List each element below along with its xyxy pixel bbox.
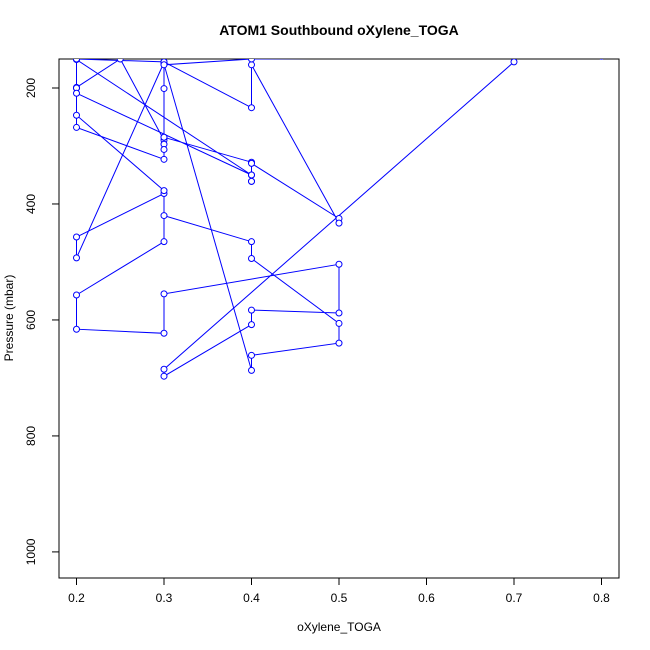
data-point <box>73 233 80 241</box>
data-point <box>335 309 343 317</box>
x-tick-label: 0.6 <box>418 591 435 605</box>
data-point <box>160 61 168 69</box>
data-point <box>160 365 168 373</box>
data-point <box>73 325 80 333</box>
data-point <box>160 145 168 153</box>
data-point <box>160 155 168 163</box>
data-point <box>160 329 168 337</box>
data-point <box>73 89 80 97</box>
data-point <box>510 59 518 66</box>
data-point <box>248 366 255 374</box>
y-tick-label: 200 <box>24 78 38 98</box>
plot-frame <box>58 58 620 579</box>
data-point <box>73 59 80 63</box>
data-point <box>248 238 255 246</box>
data-point <box>335 219 343 227</box>
x-tick-label: 0.3 <box>156 591 173 605</box>
y-axis-label: Pressure (mbar) <box>2 275 16 362</box>
data-point <box>248 104 255 112</box>
data-point <box>335 260 343 268</box>
x-tick-label: 0.7 <box>506 591 523 605</box>
y-tick-label: 600 <box>24 310 38 330</box>
data-point <box>248 159 255 167</box>
data-point <box>73 123 80 131</box>
data-point <box>599 59 604 60</box>
data-point <box>73 254 80 262</box>
data-point <box>160 238 168 246</box>
data-point <box>73 111 80 119</box>
data-point <box>248 321 255 329</box>
data-point <box>248 61 255 69</box>
data-point <box>248 171 255 179</box>
chart-title: ATOM1 Southbound oXylene_TOGA <box>219 22 459 38</box>
data-point <box>248 351 255 359</box>
x-tick-label: 0.5 <box>331 591 348 605</box>
data-point <box>160 372 168 380</box>
y-tick-label: 800 <box>24 426 38 446</box>
data-point <box>248 254 255 262</box>
data-point <box>335 319 343 327</box>
plot-marks <box>73 59 604 380</box>
data-point <box>335 339 343 347</box>
x-axis: 0.2 0.3 0.4 0.5 0.6 0.7 0.8 <box>68 577 610 605</box>
data-point <box>248 306 255 314</box>
data-point <box>116 59 124 63</box>
data-point <box>160 133 168 141</box>
x-tick-label: 0.2 <box>68 591 85 605</box>
y-tick-label: 1000 <box>24 538 38 565</box>
x-axis-label: oXylene_TOGA <box>297 620 381 634</box>
data-point <box>160 85 168 93</box>
data-point <box>160 290 168 298</box>
data-point <box>73 291 80 299</box>
data-point <box>248 59 255 63</box>
data-point <box>160 212 168 220</box>
data-point <box>160 187 168 195</box>
x-tick-label: 0.8 <box>593 591 610 605</box>
x-tick-label: 0.4 <box>243 591 260 605</box>
plot-area <box>58 58 620 579</box>
y-axis: 200 400 600 800 1000 <box>24 78 60 565</box>
y-tick-label: 400 <box>24 194 38 214</box>
data-point <box>248 177 255 185</box>
